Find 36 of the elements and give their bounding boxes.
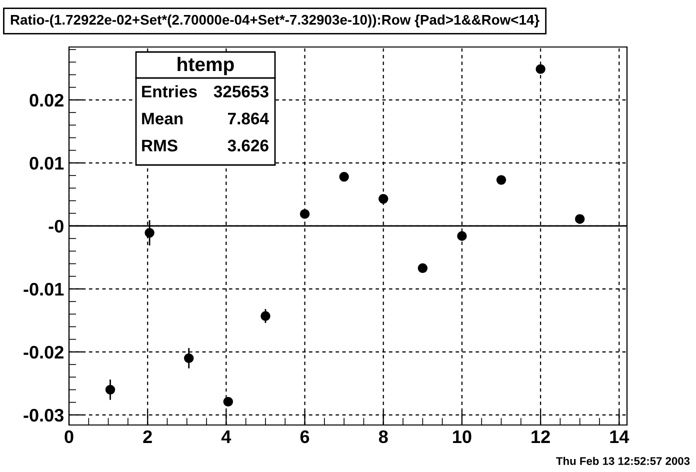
annotation: Mean [142, 112, 183, 124]
y-tick-label: -0.03 [24, 408, 64, 422]
point [184, 353, 194, 364]
x-tick-label: 4 [221, 430, 232, 443]
point [496, 175, 506, 185]
x-tick-label: 2 [143, 430, 152, 443]
x-tick-label: 10 [453, 430, 472, 444]
x-tick-label: 8 [378, 430, 388, 444]
point [300, 209, 310, 219]
x-tick-label: 0 [64, 430, 74, 444]
x-tick-label: 14 [610, 430, 630, 443]
annotation: 7.864 [228, 112, 269, 124]
point [378, 194, 388, 204]
point [223, 396, 234, 407]
annotation: htemp [178, 56, 234, 76]
y-tick-label: -0.01 [24, 282, 64, 296]
y-tick-label: 0.02 [30, 94, 64, 107]
point [339, 172, 349, 182]
annotation: RMS [142, 140, 178, 152]
point [457, 231, 467, 241]
chart-title: Ratio-(1.72922e-02+Set*(2.70000e-04+Set*-7.32903e-10)):Row {Pad>1&&Row<14} [10, 14, 540, 28]
annotation: 325653 [214, 86, 268, 98]
point [260, 311, 270, 321]
annotation: 3.626 [228, 140, 268, 152]
point [574, 214, 585, 224]
text: Thu Feb 13 12:52:57 2003 [556, 456, 690, 465]
annotation: Entries [142, 85, 197, 98]
x-tick-label: 6 [300, 430, 310, 444]
y-tick-label: -0 [48, 220, 64, 233]
x-tick-label: 12 [532, 430, 550, 443]
point [536, 64, 546, 74]
point [144, 228, 154, 238]
y-tick-label: 0.01 [30, 156, 64, 170]
point [418, 263, 428, 273]
y-tick-label: -0.02 [24, 346, 64, 359]
point [105, 384, 116, 395]
